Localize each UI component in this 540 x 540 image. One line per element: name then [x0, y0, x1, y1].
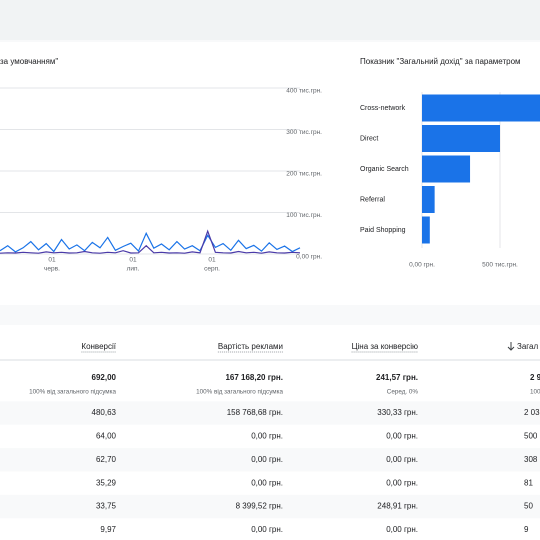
x-tick-month: лип. [127, 266, 140, 273]
y-tick-label: 400 тис.грн. [286, 88, 322, 95]
x-tick-month: серп. [204, 266, 220, 273]
cell: 64,00 [96, 432, 117, 441]
bar[interactable] [422, 155, 471, 183]
bar[interactable] [422, 94, 540, 122]
column-header[interactable]: Конверсії [81, 342, 116, 351]
y-tick-label: 100 тис.грн. [286, 212, 322, 219]
row-band [0, 494, 540, 519]
cell: 0,00 грн. [251, 525, 283, 534]
category-label: Referral [360, 196, 385, 203]
total-note: 100% від [530, 388, 540, 396]
cell: 9 [524, 525, 529, 534]
category-label: Direct [360, 135, 378, 142]
line-series [0, 231, 301, 253]
x-tick-label: 0,00 грн. [409, 262, 435, 269]
cell: 9,97 [100, 525, 116, 534]
cell: 0,00 грн. [386, 478, 418, 487]
cell: 62,70 [96, 455, 117, 464]
category-label: Organic Search [360, 166, 409, 173]
x-tick-day: 01 [129, 257, 137, 264]
cell: 248,91 грн. [377, 502, 418, 511]
cell: 0,00 грн. [386, 432, 418, 441]
x-tick-label: 500 тис.грн. [482, 262, 518, 269]
cell: 0,00 грн. [251, 455, 283, 464]
category-label: Cross-network [360, 105, 406, 112]
row-band [0, 401, 540, 425]
column-header[interactable]: Вартість реклами [218, 342, 283, 351]
total-note: 100% від загального підсумка [29, 388, 116, 396]
category-label: Paid Shopping [360, 227, 406, 234]
line-series [0, 229, 301, 254]
cell: 35,29 [96, 478, 117, 487]
x-tick-month: черв. [44, 266, 60, 273]
cell: 2 035 [524, 408, 540, 417]
cell: 0,00 грн. [251, 432, 283, 441]
bar-chart-title: Показник "Загальний дохід" за параметром [360, 57, 521, 66]
bar[interactable] [422, 125, 500, 152]
y-tick-label: 300 тис.грн. [286, 129, 322, 136]
y-tick-label: 200 тис.грн. [286, 171, 322, 178]
cell: 50 [524, 502, 533, 511]
top-bar [0, 0, 540, 40]
total-value: 2 997 [530, 373, 540, 382]
cell: 330,33 грн. [377, 408, 418, 417]
total-note: 100% від загального підсумка [196, 388, 283, 396]
cell: 308 [524, 455, 538, 464]
x-tick-day: 01 [208, 257, 216, 264]
y-tick-label: 0,00 грн. [296, 254, 322, 261]
x-tick-day: 01 [48, 257, 56, 264]
row-band [0, 448, 540, 472]
column-header[interactable]: Ціна за конверсію [352, 342, 418, 351]
cell: 0,00 грн. [386, 455, 418, 464]
cell: 500 [524, 432, 538, 441]
cell: 81 [524, 478, 533, 487]
line-chart-title: за умовчанням" [0, 57, 58, 66]
total-value: 167 168,20 грн. [225, 373, 283, 382]
bar[interactable] [422, 186, 435, 213]
cell: 33,75 [96, 502, 117, 511]
cell: 0,00 грн. [386, 525, 418, 534]
cell: 480,63 [92, 408, 117, 417]
sort-arrow [507, 342, 515, 351]
column-header[interactable]: Загал [517, 342, 538, 351]
cell: 8 399,52 грн. [236, 502, 283, 511]
cell: 0,00 грн. [251, 478, 283, 487]
total-value: 692,00 [92, 373, 117, 382]
total-value: 241,57 грн. [376, 373, 418, 382]
cell: 158 768,68 грн. [227, 408, 283, 417]
bar[interactable] [422, 216, 430, 244]
total-note: Серед. 0% [387, 389, 419, 396]
